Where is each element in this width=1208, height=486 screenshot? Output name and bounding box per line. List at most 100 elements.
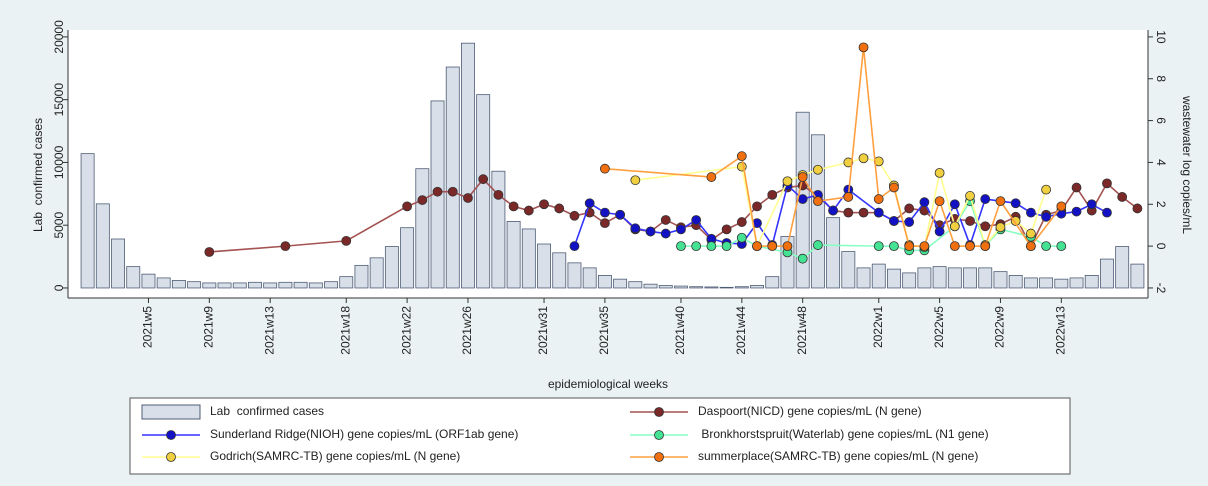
marker [919, 241, 930, 252]
x-tick-label: 2022w9 [993, 306, 1007, 348]
marker [569, 241, 580, 252]
marker [706, 241, 717, 252]
x-tick-label: 2021w22 [399, 306, 413, 355]
legend-label: Godrich(SAMRC-TB) gene copies/mL (N gene… [210, 449, 460, 463]
y-tick-label: 5000 [52, 212, 66, 239]
bar [1069, 277, 1084, 289]
bar [491, 170, 506, 289]
marker [645, 226, 656, 237]
line-segment [999, 200, 1032, 247]
marker [934, 167, 945, 178]
bar [613, 278, 628, 289]
marker [767, 189, 778, 200]
marker [676, 241, 686, 252]
bar [537, 243, 551, 289]
marker [204, 247, 215, 257]
bar [141, 273, 156, 289]
bar [1100, 258, 1114, 289]
marker [752, 201, 762, 212]
line-segment [756, 180, 789, 247]
bar [765, 276, 780, 289]
line-segment [923, 172, 941, 248]
marker [858, 42, 869, 53]
marker [1056, 201, 1067, 212]
marker [1071, 182, 1082, 193]
marker [843, 192, 854, 202]
marker [447, 186, 458, 197]
line-segment [893, 187, 910, 247]
x-tick-label: 2021w31 [536, 306, 550, 355]
marker [1041, 184, 1052, 195]
bar [871, 263, 886, 289]
bar [856, 267, 871, 289]
marker [539, 199, 549, 210]
marker [736, 217, 747, 227]
marker [843, 207, 854, 218]
marker [1071, 206, 1082, 217]
line-segment [862, 47, 880, 200]
marker [767, 241, 778, 252]
x-tick-label: 2021w5 [141, 306, 155, 348]
line-segment [969, 195, 987, 246]
bar [400, 227, 415, 289]
bar [156, 277, 171, 289]
line-segment [1000, 228, 1032, 238]
bar [521, 228, 536, 289]
marker [1010, 198, 1021, 209]
marker [280, 241, 291, 252]
bar [917, 267, 932, 289]
marker [599, 207, 610, 218]
marker [873, 194, 884, 204]
marker [889, 241, 899, 252]
x-tick-label: 2021w9 [201, 306, 215, 348]
marker [417, 195, 428, 205]
bar [902, 272, 917, 289]
marker [523, 205, 534, 216]
line-segment [573, 202, 591, 247]
legend-label: Sunderland Ridge(NIOH) gene copies/mL (O… [210, 427, 518, 441]
y2-tick-label: 2 [1154, 201, 1168, 208]
marker [508, 201, 519, 212]
marker [691, 215, 702, 225]
bar [674, 285, 688, 289]
bar [978, 267, 993, 289]
legend-marker [166, 430, 176, 440]
marker [965, 216, 975, 226]
marker [934, 196, 945, 207]
bar [324, 281, 338, 289]
bar [278, 281, 293, 289]
bar [369, 257, 384, 289]
line-segment [938, 200, 956, 247]
marker [660, 215, 671, 225]
y2-tick-label: 4 [1154, 159, 1168, 166]
line-segment [710, 155, 743, 178]
bar [947, 267, 962, 289]
marker [721, 224, 732, 235]
line-segment [285, 240, 347, 247]
x-tick-label: 2021w26 [460, 306, 474, 355]
bar [597, 275, 612, 289]
bar [126, 266, 141, 289]
bar [95, 203, 110, 289]
marker [980, 221, 991, 232]
marker [797, 194, 808, 204]
marker [599, 163, 610, 174]
line-segment [817, 161, 849, 171]
marker [1132, 203, 1143, 214]
marker [843, 157, 854, 168]
legend-marker [654, 430, 664, 440]
bar [567, 262, 582, 289]
marker [1102, 207, 1112, 218]
bar [476, 94, 491, 289]
bar [841, 251, 856, 289]
x-tick-label: 2021w18 [338, 306, 352, 355]
marker [736, 161, 747, 172]
y-tick-label: 20000 [52, 20, 66, 54]
legend-marker [654, 452, 664, 462]
marker [676, 224, 686, 235]
bar [232, 282, 247, 289]
bar [643, 283, 658, 289]
marker [858, 207, 869, 218]
x-tick-label: 2022w5 [932, 306, 946, 348]
legend-label: Bronkhorstspruit(Waterlab) gene copies/m… [698, 427, 989, 441]
